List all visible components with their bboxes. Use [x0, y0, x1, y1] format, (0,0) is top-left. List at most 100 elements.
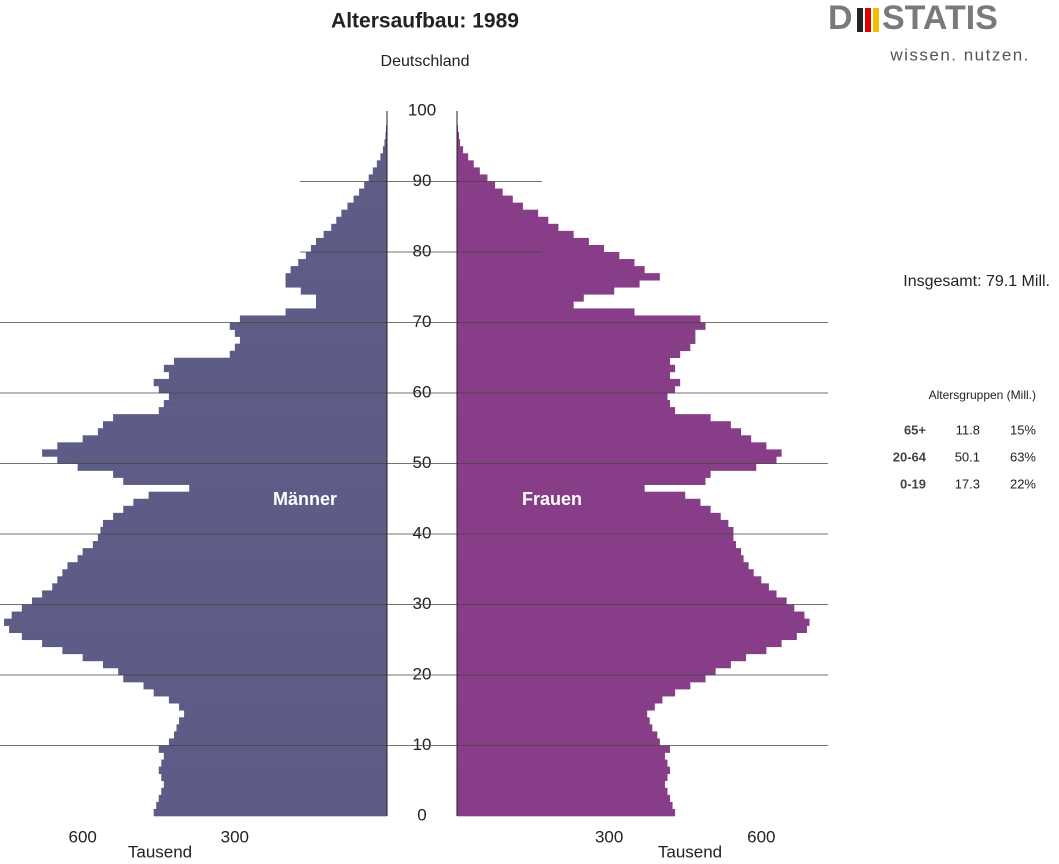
- bar: [31, 597, 387, 605]
- bar: [100, 526, 388, 535]
- bar: [21, 632, 387, 641]
- bar: [457, 421, 731, 429]
- bar: [457, 569, 754, 577]
- bar: [457, 780, 665, 789]
- bar: [176, 724, 387, 732]
- bar: [158, 745, 387, 753]
- bar: [315, 237, 387, 246]
- series-label: Männer: [273, 489, 337, 509]
- bar: [67, 562, 388, 570]
- bar: [52, 583, 387, 591]
- bar: [57, 576, 388, 584]
- bar: [457, 273, 660, 281]
- bar: [457, 125, 459, 133]
- bar: [457, 541, 736, 549]
- bar: [380, 153, 387, 161]
- bar: [457, 237, 589, 246]
- bar: [457, 675, 706, 683]
- bar: [457, 766, 671, 774]
- bar: [9, 625, 387, 633]
- bar: [457, 174, 488, 182]
- bar: [457, 731, 658, 739]
- bar: [163, 364, 387, 373]
- bar: [457, 590, 777, 598]
- bar: [457, 773, 668, 782]
- bar: [457, 287, 615, 295]
- bar: [457, 195, 513, 203]
- bar: [123, 477, 387, 485]
- bar: [457, 343, 691, 351]
- bar: [385, 132, 387, 140]
- bar: [457, 519, 729, 528]
- bar: [457, 146, 464, 154]
- bar: [234, 329, 387, 337]
- bar: [118, 667, 387, 676]
- bar: [315, 294, 387, 302]
- bar: [184, 710, 387, 718]
- bar: [168, 371, 387, 380]
- y-tick-label: 30: [413, 594, 432, 613]
- bar: [173, 731, 387, 739]
- bar: [457, 442, 767, 450]
- bar: [82, 653, 388, 662]
- bar: [376, 160, 387, 168]
- bar: [457, 611, 805, 619]
- x-tick-label: 300: [595, 827, 623, 846]
- bar: [457, 555, 744, 563]
- bar: [42, 590, 387, 598]
- bar: [457, 329, 696, 337]
- bar: [457, 470, 711, 478]
- bar: [323, 230, 387, 239]
- bar: [457, 710, 648, 718]
- bar: [153, 378, 387, 387]
- bar: [457, 393, 668, 401]
- bar: [189, 484, 387, 492]
- bar: [457, 667, 716, 676]
- age-group-cell: 50.1: [955, 449, 980, 464]
- bar: [457, 407, 676, 415]
- bar: [310, 244, 387, 253]
- bar: [457, 745, 671, 753]
- bar: [163, 780, 387, 789]
- bar: [285, 308, 387, 316]
- bar: [457, 738, 660, 746]
- chart-subtitle: Deutschland: [381, 53, 470, 70]
- y-tick-label: 90: [413, 171, 432, 190]
- bar: [77, 555, 388, 563]
- total: Insgesamt: 79.1 Mill.: [903, 273, 1050, 290]
- bar: [457, 350, 681, 359]
- logo-bar: [857, 8, 863, 32]
- bar: [57, 442, 388, 450]
- y-tick-label: 0: [417, 805, 426, 824]
- bar: [457, 696, 663, 704]
- bar: [457, 505, 711, 514]
- bar: [457, 252, 620, 260]
- bar: [239, 336, 387, 344]
- bar: [457, 336, 696, 344]
- bar: [168, 393, 387, 401]
- bar: [457, 181, 496, 189]
- bar: [457, 794, 671, 803]
- chart-title: Altersaufbau: 1989: [331, 10, 519, 33]
- bar: [457, 576, 762, 584]
- bar: [457, 703, 655, 711]
- bar: [234, 343, 387, 351]
- bar: [457, 371, 671, 380]
- bar: [179, 703, 387, 711]
- bar: [457, 385, 676, 394]
- bar: [457, 132, 460, 140]
- bar: [457, 449, 782, 457]
- bar: [97, 534, 387, 542]
- bar: [457, 308, 635, 316]
- bar: [77, 463, 388, 471]
- bar: [298, 259, 387, 267]
- bar: [457, 724, 653, 732]
- bar: [457, 463, 757, 471]
- bar: [113, 414, 387, 422]
- bar: [156, 801, 387, 810]
- age-group-cell: 15%: [1010, 422, 1036, 437]
- bar: [168, 738, 387, 746]
- x-tick-label: 600: [747, 827, 775, 846]
- age-group-cell: 20-64: [893, 449, 927, 464]
